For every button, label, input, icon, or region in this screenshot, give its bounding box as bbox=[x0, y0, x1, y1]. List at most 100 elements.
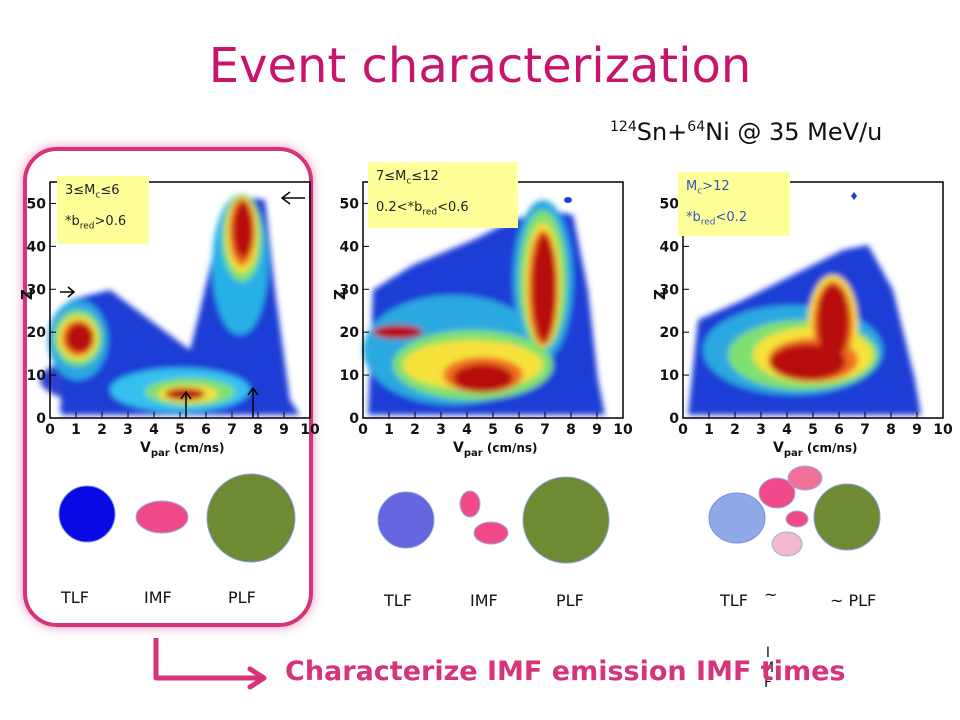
plf-fragment bbox=[522, 476, 610, 564]
y-axis-label: Z bbox=[653, 289, 669, 300]
x-tick-label: 8 bbox=[253, 422, 263, 438]
x-tick-label: 0 bbox=[45, 422, 55, 438]
plf-fragment bbox=[813, 483, 881, 551]
bottom-summary: Characterize IMF emission IMF times bbox=[285, 656, 846, 687]
fragments-panel-1 bbox=[58, 473, 296, 563]
x-tick-label: 3 bbox=[756, 422, 766, 438]
x-tick-label: 8 bbox=[566, 422, 576, 438]
imf-fragment bbox=[758, 477, 796, 509]
density-map-2 bbox=[363, 200, 605, 415]
x-axis-label: Vpar (cm/ns) bbox=[140, 440, 225, 459]
x-tick-label: 8 bbox=[886, 422, 896, 438]
x-tick-label: 7 bbox=[860, 422, 870, 438]
fragments-panel-3 bbox=[708, 465, 881, 557]
x-tick-label: 1 bbox=[384, 422, 394, 438]
y-tick-label: 40 bbox=[340, 239, 360, 255]
y-tick-label: 20 bbox=[660, 325, 680, 341]
y-tick-label: 40 bbox=[660, 239, 680, 255]
imf-fragment bbox=[459, 490, 481, 518]
fragments-panel-2 bbox=[377, 476, 610, 564]
highlight-frame bbox=[23, 147, 313, 627]
x-tick-label: 3 bbox=[123, 422, 133, 438]
condition-impact: *bred<0.2 bbox=[686, 209, 748, 228]
density-map-1 bbox=[40, 194, 300, 415]
y-tick-label: 10 bbox=[27, 368, 47, 384]
density-map-3 bbox=[688, 245, 921, 415]
condition-box-3: Mc>12 *bred<0.2 bbox=[678, 172, 790, 236]
y-tick-label: 30 bbox=[660, 282, 680, 298]
x-tick-label: 2 bbox=[730, 422, 740, 438]
reaction-label: 124Sn+64Ni @ 35 MeV/u bbox=[610, 118, 883, 146]
imf-label: IMF bbox=[470, 591, 498, 610]
condition-multiplicity: Mc>12 bbox=[686, 179, 730, 197]
y-tick-label: 30 bbox=[27, 282, 47, 298]
imf-fragment bbox=[473, 521, 509, 545]
tlf-fragment bbox=[708, 492, 766, 544]
imf-fragment bbox=[787, 465, 823, 491]
condition-multiplicity: 3≤Mc≤6 bbox=[65, 183, 120, 201]
slide-title: Event characterization bbox=[208, 38, 752, 94]
y-tick-label: 10 bbox=[660, 368, 680, 384]
imf-fragment bbox=[785, 510, 809, 528]
x-tick-label: 3 bbox=[436, 422, 446, 438]
x-tick-label: 9 bbox=[912, 422, 922, 438]
x-tick-label: 0 bbox=[358, 422, 368, 438]
x-axis-label: Vpar (cm/ns) bbox=[773, 440, 858, 459]
x-tick-label: 2 bbox=[410, 422, 420, 438]
y-tick-label: 50 bbox=[660, 196, 680, 212]
tlf-fragment bbox=[377, 491, 435, 549]
condition-multiplicity: 7≤Mc≤12 bbox=[376, 169, 439, 187]
x-tick-label: 6 bbox=[514, 422, 524, 438]
tlf-label: TLF bbox=[720, 591, 748, 610]
condition-impact: 0.2<*bred<0.6 bbox=[376, 199, 469, 218]
y-tick-label: 20 bbox=[340, 325, 360, 341]
plf-label: ~ PLF bbox=[830, 591, 877, 610]
x-tick-label: 5 bbox=[175, 422, 185, 438]
condition-impact: *bred>0.6 bbox=[65, 213, 127, 232]
x-tick-label: 2 bbox=[97, 422, 107, 438]
x-tick-label: 0 bbox=[678, 422, 688, 438]
x-tick-label: 4 bbox=[782, 422, 792, 438]
condition-box-2: 7≤Mc≤12 0.2<*bred<0.6 bbox=[368, 162, 518, 228]
condition-box-1: 3≤Mc≤6 *bred>0.6 bbox=[57, 176, 149, 244]
imf-fragment bbox=[135, 500, 189, 534]
x-tick-label: 1 bbox=[704, 422, 714, 438]
x-tick-label: 6 bbox=[834, 422, 844, 438]
x-tick-label: 6 bbox=[201, 422, 211, 438]
plf-label: PLF bbox=[228, 588, 256, 607]
y-axis-label: Z bbox=[333, 289, 349, 300]
x-tick-label: 9 bbox=[592, 422, 602, 438]
x-tick-label: 5 bbox=[488, 422, 498, 438]
x-tick-label: 10 bbox=[300, 422, 320, 438]
x-tick-label: 4 bbox=[149, 422, 159, 438]
approx-imf-label: ~ bbox=[764, 585, 778, 604]
y-tick-label: 10 bbox=[340, 368, 360, 384]
y-tick-label: 0 bbox=[36, 411, 46, 427]
y-tick-label: 40 bbox=[27, 239, 47, 255]
x-tick-label: 1 bbox=[71, 422, 81, 438]
plf-label: PLF bbox=[556, 591, 584, 610]
tlf-label: TLF bbox=[61, 588, 89, 607]
imf-fragment bbox=[771, 531, 803, 557]
y-tick-label: 50 bbox=[340, 196, 360, 212]
y-tick-label: 30 bbox=[340, 282, 360, 298]
annotation-arrows bbox=[60, 191, 305, 418]
x-tick-label: 5 bbox=[808, 422, 818, 438]
y-axis-label: Z bbox=[20, 289, 36, 300]
x-tick-label: 10 bbox=[933, 422, 953, 438]
x-tick-label: 4 bbox=[462, 422, 472, 438]
connector-arrow bbox=[153, 638, 267, 690]
x-axis-label: Vpar (cm/ns) bbox=[453, 440, 538, 459]
x-tick-label: 7 bbox=[540, 422, 550, 438]
tlf-label: TLF bbox=[384, 591, 412, 610]
y-tick-label: 20 bbox=[27, 325, 47, 341]
y-tick-label: 50 bbox=[27, 196, 47, 212]
y-tick-label: 0 bbox=[669, 411, 679, 427]
